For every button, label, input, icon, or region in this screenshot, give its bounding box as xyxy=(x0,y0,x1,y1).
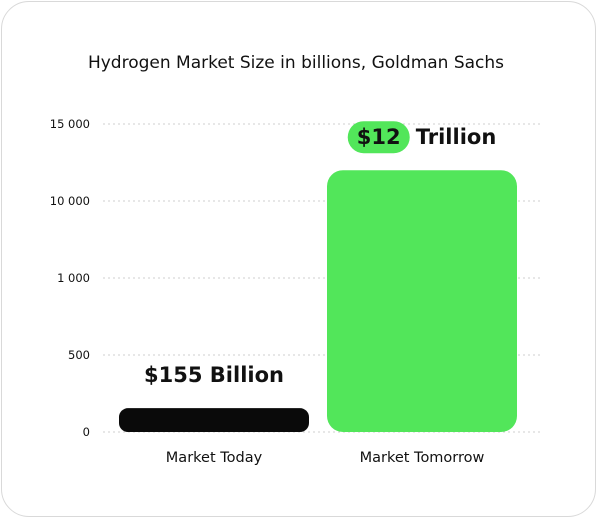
bars xyxy=(119,170,517,432)
y-tick-label: 15 000 xyxy=(50,117,90,131)
y-tick-label: 1 000 xyxy=(57,271,90,285)
data-label-highlight: $12 xyxy=(357,125,401,149)
y-tick-label: 10 000 xyxy=(50,194,90,208)
x-axis-labels: Market Today Market Tomorrow xyxy=(166,450,485,466)
bar-market-today xyxy=(119,408,309,432)
chart-title: Hydrogen Market Size in billions, Goldma… xyxy=(88,53,504,73)
data-label: $155 Billion xyxy=(144,363,284,387)
x-category-label: Market Tomorrow xyxy=(360,450,485,466)
bar-market-tomorrow xyxy=(327,170,517,432)
y-axis-ticks: 0 500 1 000 10 000 15 000 xyxy=(50,117,90,439)
data-label: Trillion xyxy=(416,125,497,149)
highlight-pill xyxy=(347,121,410,154)
y-tick-label: 500 xyxy=(68,348,90,362)
x-category-label: Market Today xyxy=(166,450,263,466)
y-tick-label: 0 xyxy=(83,425,90,439)
data-labels: $155 Billion $12 Trillion xyxy=(144,121,496,387)
